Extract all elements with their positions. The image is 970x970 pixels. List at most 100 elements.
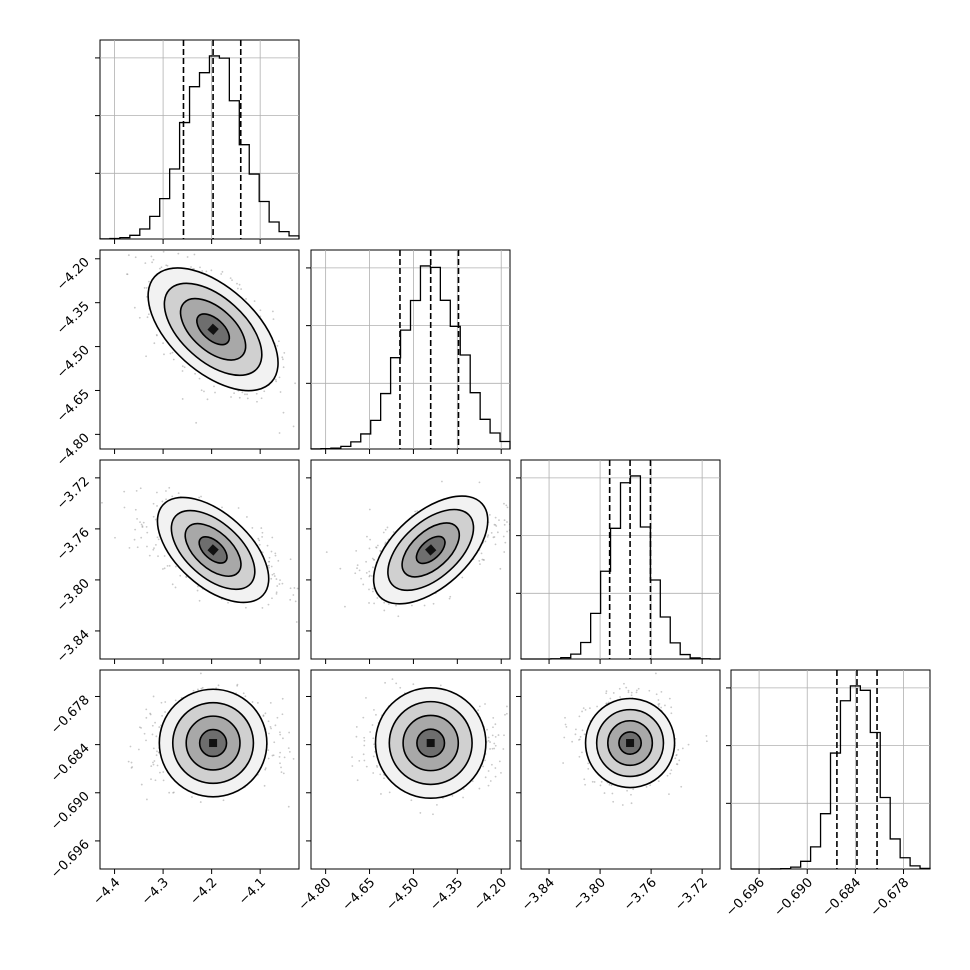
sample-point bbox=[165, 498, 167, 501]
sample-point bbox=[258, 539, 261, 542]
histogram-panel-2 bbox=[516, 459, 721, 660]
sample-point bbox=[177, 252, 180, 255]
histogram-step bbox=[731, 685, 931, 870]
sample-point bbox=[363, 739, 366, 742]
sample-point bbox=[492, 726, 494, 729]
sample-point bbox=[280, 766, 282, 769]
sample-point bbox=[150, 255, 153, 258]
sample-point bbox=[626, 789, 628, 792]
sample-point bbox=[210, 269, 213, 272]
sample-point bbox=[151, 724, 154, 727]
sample-point bbox=[193, 253, 196, 256]
sample-point bbox=[192, 689, 195, 692]
sample-point bbox=[279, 579, 281, 582]
sample-point bbox=[152, 763, 155, 766]
sample-point bbox=[411, 604, 413, 607]
sample-point bbox=[109, 240, 111, 242]
sample-point bbox=[373, 559, 376, 561]
sample-point bbox=[280, 771, 283, 774]
sample-point bbox=[251, 527, 254, 529]
sample-point bbox=[181, 365, 184, 368]
panel-content bbox=[325, 480, 510, 618]
sample-point bbox=[267, 720, 270, 723]
sample-point bbox=[489, 748, 491, 750]
sample-point bbox=[217, 684, 220, 687]
sample-point bbox=[503, 734, 505, 737]
sample-point bbox=[165, 490, 167, 492]
sample-point bbox=[268, 560, 270, 563]
sample-point bbox=[491, 747, 494, 750]
sample-point bbox=[197, 688, 199, 691]
sample-point bbox=[368, 570, 371, 573]
sample-point bbox=[441, 480, 443, 483]
sample-point bbox=[623, 682, 625, 685]
sample-point bbox=[494, 775, 497, 778]
sample-point bbox=[365, 560, 367, 563]
sample-point bbox=[214, 391, 216, 394]
sample-point bbox=[371, 557, 374, 560]
sample-point bbox=[236, 282, 238, 285]
sample-point bbox=[471, 780, 474, 783]
sample-point bbox=[268, 556, 271, 559]
sample-point bbox=[201, 686, 204, 689]
sample-point bbox=[387, 603, 390, 605]
sample-point bbox=[155, 735, 158, 738]
sample-point bbox=[275, 592, 278, 595]
sample-point bbox=[153, 342, 156, 345]
sample-point bbox=[354, 572, 357, 575]
sample-point bbox=[171, 583, 174, 586]
sample-point bbox=[687, 743, 690, 746]
sample-point bbox=[372, 772, 375, 774]
sample-point bbox=[196, 589, 199, 592]
sample-point bbox=[241, 391, 244, 394]
sample-point bbox=[462, 788, 465, 790]
sample-point bbox=[705, 734, 708, 737]
sample-point bbox=[339, 567, 342, 570]
sample-point bbox=[584, 783, 587, 786]
sample-point bbox=[375, 546, 378, 549]
sample-point bbox=[493, 742, 496, 745]
sample-point bbox=[432, 602, 435, 605]
sample-point bbox=[273, 572, 275, 575]
sample-point bbox=[145, 739, 147, 742]
sample-point bbox=[146, 316, 149, 319]
sample-point bbox=[494, 516, 497, 519]
sample-point bbox=[360, 577, 363, 580]
sample-point bbox=[502, 535, 505, 538]
scatter-panel-3-1 bbox=[310, 669, 511, 870]
sample-point bbox=[363, 736, 366, 739]
panel-content bbox=[127, 672, 295, 808]
sample-point bbox=[494, 543, 497, 546]
sample-point bbox=[488, 513, 491, 516]
sample-point bbox=[281, 356, 284, 359]
sample-point bbox=[504, 713, 506, 716]
sample-point bbox=[506, 705, 508, 708]
sample-point bbox=[194, 372, 196, 375]
sample-point bbox=[181, 370, 184, 372]
panel-frame bbox=[310, 459, 511, 660]
sample-point bbox=[276, 716, 279, 719]
sample-point bbox=[264, 767, 267, 770]
sample-point bbox=[143, 287, 146, 289]
sample-point bbox=[275, 591, 278, 594]
sample-point bbox=[490, 531, 493, 534]
sample-point bbox=[222, 799, 225, 802]
sample-point bbox=[205, 270, 208, 273]
sample-point bbox=[242, 692, 245, 695]
sample-point bbox=[273, 741, 276, 744]
sample-point bbox=[138, 726, 141, 729]
sample-point bbox=[289, 558, 292, 561]
sample-point bbox=[493, 747, 496, 750]
sample-point bbox=[255, 392, 258, 395]
sample-point bbox=[482, 765, 485, 768]
sample-point bbox=[156, 536, 159, 539]
sample-point bbox=[146, 545, 148, 548]
sample-point bbox=[230, 396, 232, 398]
sample-point bbox=[658, 703, 661, 705]
sample-point bbox=[300, 591, 302, 593]
sample-point bbox=[238, 396, 241, 399]
sample-point bbox=[351, 765, 354, 767]
sample-point bbox=[145, 525, 148, 528]
sample-point bbox=[502, 748, 505, 750]
